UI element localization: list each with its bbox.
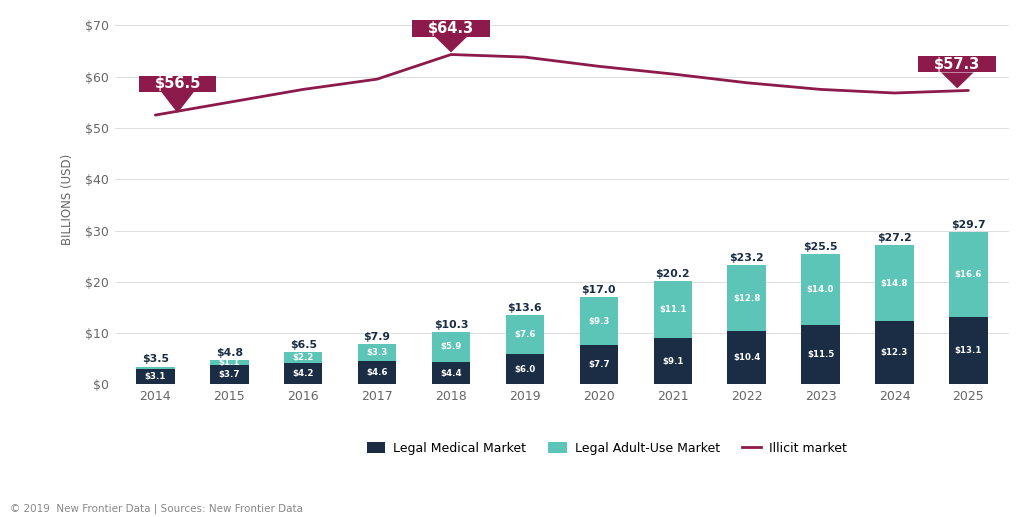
Text: $12.8: $12.8: [733, 294, 761, 303]
Bar: [506, 354, 544, 385]
Text: $27.2: $27.2: [878, 233, 911, 244]
Bar: [876, 246, 913, 322]
Text: $4.8: $4.8: [216, 348, 243, 358]
Bar: [506, 315, 544, 354]
Bar: [727, 265, 766, 331]
Text: $3.1: $3.1: [144, 372, 166, 381]
Text: $7.9: $7.9: [364, 332, 390, 342]
Text: $4.4: $4.4: [440, 369, 462, 378]
Text: $16.6: $16.6: [954, 270, 982, 279]
Text: $23.2: $23.2: [729, 253, 764, 263]
Bar: [802, 254, 840, 326]
Text: $9.3: $9.3: [588, 316, 609, 326]
Bar: [949, 232, 987, 317]
Bar: [136, 367, 175, 369]
Text: $6.0: $6.0: [514, 364, 536, 374]
Text: $7.7: $7.7: [588, 360, 609, 369]
Bar: [210, 366, 249, 385]
Text: $10.4: $10.4: [733, 353, 761, 362]
Bar: [432, 362, 470, 385]
Text: $6.5: $6.5: [290, 340, 316, 349]
Text: $10.3: $10.3: [434, 320, 468, 329]
Text: $4.6: $4.6: [367, 368, 388, 377]
Text: © 2019  New Frontier Data | Sources: New Frontier Data: © 2019 New Frontier Data | Sources: New …: [10, 504, 303, 514]
Bar: [358, 361, 396, 385]
Text: $5.9: $5.9: [440, 342, 462, 351]
Bar: [653, 281, 692, 338]
Bar: [580, 345, 618, 385]
Text: $2.2: $2.2: [293, 353, 314, 362]
Bar: [358, 344, 396, 361]
Polygon shape: [162, 92, 194, 113]
Text: $25.5: $25.5: [803, 241, 838, 252]
Text: $13.1: $13.1: [954, 346, 982, 355]
FancyBboxPatch shape: [139, 75, 216, 92]
Text: $12.3: $12.3: [881, 348, 908, 357]
Bar: [802, 326, 840, 385]
Text: $20.2: $20.2: [655, 269, 690, 279]
Bar: [949, 317, 987, 385]
Bar: [432, 331, 470, 362]
Text: $3.5: $3.5: [142, 355, 169, 364]
Text: $3.3: $3.3: [367, 348, 388, 357]
Text: $56.5: $56.5: [155, 77, 201, 92]
Polygon shape: [941, 72, 974, 88]
Text: $7.6: $7.6: [514, 330, 536, 339]
Bar: [284, 352, 323, 363]
Text: $4.2: $4.2: [293, 369, 314, 378]
Text: $64.3: $64.3: [428, 21, 474, 36]
Bar: [727, 331, 766, 385]
Text: $14.0: $14.0: [807, 285, 835, 294]
Y-axis label: BILLIONS (USD): BILLIONS (USD): [61, 154, 74, 246]
Bar: [580, 297, 618, 345]
Bar: [284, 363, 323, 385]
Text: $11.5: $11.5: [807, 351, 835, 359]
Text: $1.1: $1.1: [218, 358, 240, 367]
Legend: Legal Medical Market, Legal Adult-Use Market, Illicit market: Legal Medical Market, Legal Adult-Use Ma…: [361, 436, 852, 460]
Polygon shape: [435, 37, 467, 52]
Text: $13.6: $13.6: [508, 302, 543, 313]
Bar: [136, 369, 175, 385]
FancyBboxPatch shape: [919, 56, 996, 72]
FancyBboxPatch shape: [413, 20, 489, 37]
Text: $57.3: $57.3: [934, 57, 980, 72]
Bar: [210, 360, 249, 366]
Text: $9.1: $9.1: [663, 357, 683, 366]
Text: $17.0: $17.0: [582, 285, 616, 295]
Bar: [653, 338, 692, 385]
Text: $14.8: $14.8: [881, 279, 908, 288]
Bar: [876, 322, 913, 385]
Text: $3.7: $3.7: [218, 371, 240, 379]
Text: $29.7: $29.7: [951, 220, 986, 230]
Text: $11.1: $11.1: [659, 305, 686, 314]
